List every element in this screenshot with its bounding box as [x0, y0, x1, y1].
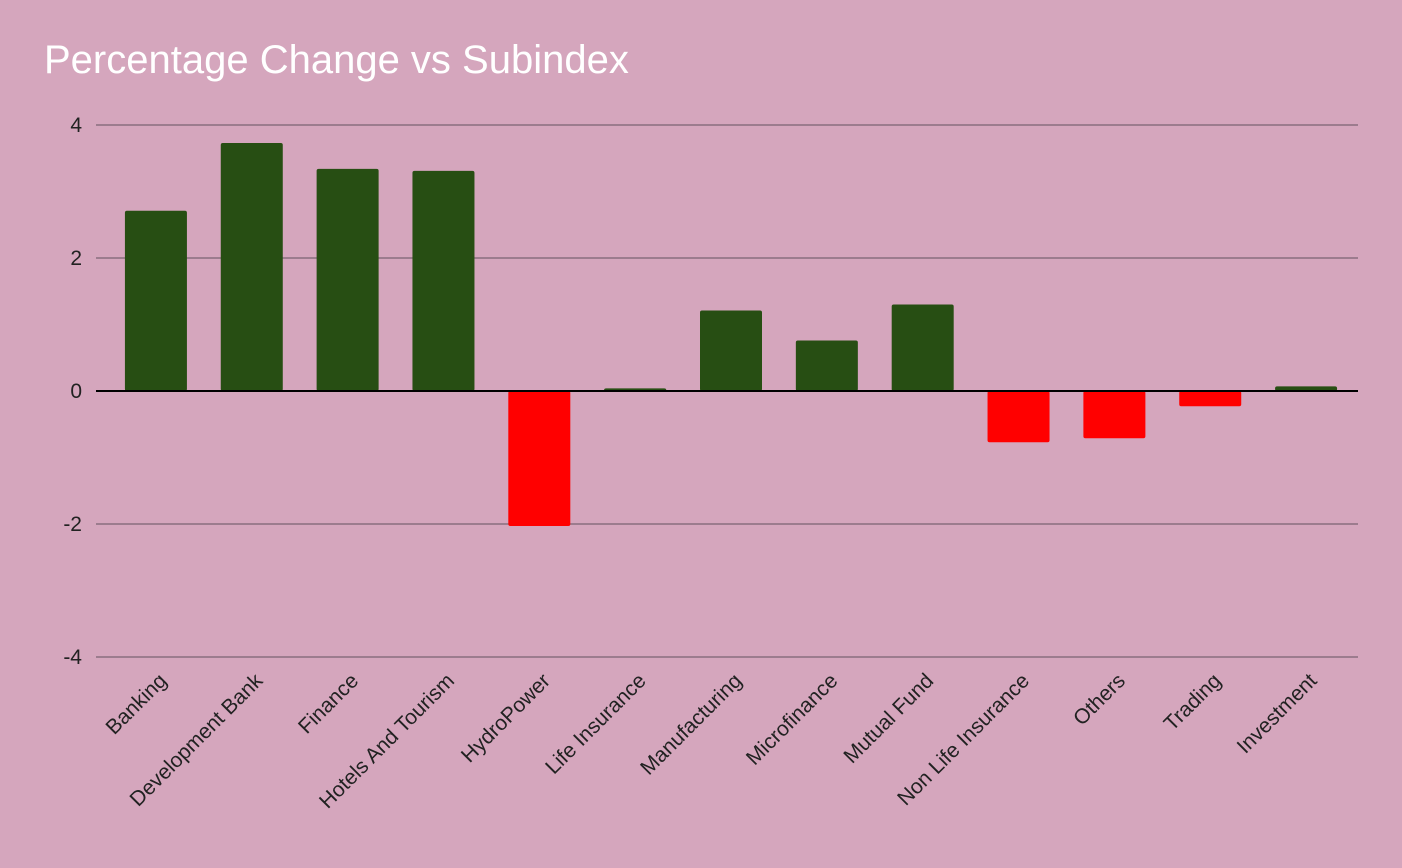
y-tick-label: -4: [63, 646, 82, 669]
x-tick-label: Mutual Fund: [839, 669, 938, 768]
x-tick-label: Finance: [294, 669, 363, 738]
x-tick-label: Investment: [1233, 669, 1322, 758]
x-tick-label: Microfinance: [742, 669, 842, 769]
bar-mutual-fund: [891, 304, 954, 391]
bar-hydropower: [508, 391, 571, 526]
x-tick-label: Others: [1069, 669, 1130, 730]
x-tick-label: Manufacturing: [636, 669, 746, 779]
y-axis-ticks: 4 2 0 -2 -4: [63, 114, 82, 669]
bar-microfinance: [795, 340, 858, 391]
bar-others: [1083, 391, 1146, 439]
bar-investment: [1275, 386, 1338, 391]
bar-development-bank: [220, 142, 283, 391]
y-tick-label: 0: [70, 380, 82, 403]
x-tick-label: Trading: [1160, 669, 1226, 735]
bar-hotels-and-tourism: [412, 170, 475, 391]
y-tick-label: 2: [70, 247, 82, 270]
x-tick-label: Life Insurance: [541, 669, 651, 779]
gridlines: [96, 124, 1358, 658]
chart-title: Percentage Change vs Subindex: [44, 38, 629, 82]
bar-non-life-insurance: [987, 391, 1050, 443]
bar-trading: [1179, 391, 1242, 407]
y-tick-label: -2: [63, 513, 82, 536]
x-tick-label: Banking: [102, 669, 172, 739]
bars: [124, 142, 1338, 526]
y-tick-label: 4: [70, 114, 82, 137]
x-tick-label: HydroPower: [457, 669, 555, 767]
bar-manufacturing: [700, 310, 762, 391]
bar-finance: [316, 168, 379, 391]
bar-banking: [124, 210, 187, 391]
